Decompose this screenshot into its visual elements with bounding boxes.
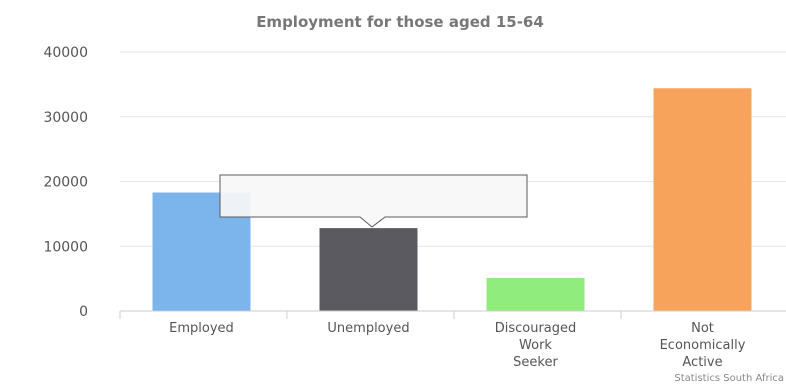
- y-axis-ticks: 0 10000 20000 30000 40000: [43, 45, 88, 320]
- tooltip-box: [219, 174, 528, 228]
- y-tick-label: 10000: [43, 239, 88, 255]
- bar-not-economically-active[interactable]: [653, 88, 752, 311]
- x-tick-label: Unemployed: [327, 321, 409, 336]
- y-tick-label: 20000: [43, 175, 88, 191]
- x-tick-label: Employed: [169, 321, 234, 336]
- chart-title: Employment for those aged 15-64: [256, 13, 544, 31]
- x-axis-ticks: Employed Unemployed Discouraged Work Seeker N…: [119, 311, 746, 370]
- bar-discouraged-work-seeker[interactable]: [486, 277, 585, 311]
- bars: [152, 88, 752, 311]
- y-tick-label: 30000: [43, 110, 88, 126]
- chart-credit: Statistics South Africa: [674, 373, 784, 384]
- x-tick-label: Not Economically Active: [660, 321, 746, 370]
- bar-unemployed[interactable]: [319, 228, 418, 311]
- y-tick-label: 40000: [43, 45, 88, 61]
- tooltip: [219, 174, 528, 228]
- y-tick-label: 0: [79, 304, 88, 320]
- x-tick-label: Discouraged Work Seeker: [495, 321, 577, 370]
